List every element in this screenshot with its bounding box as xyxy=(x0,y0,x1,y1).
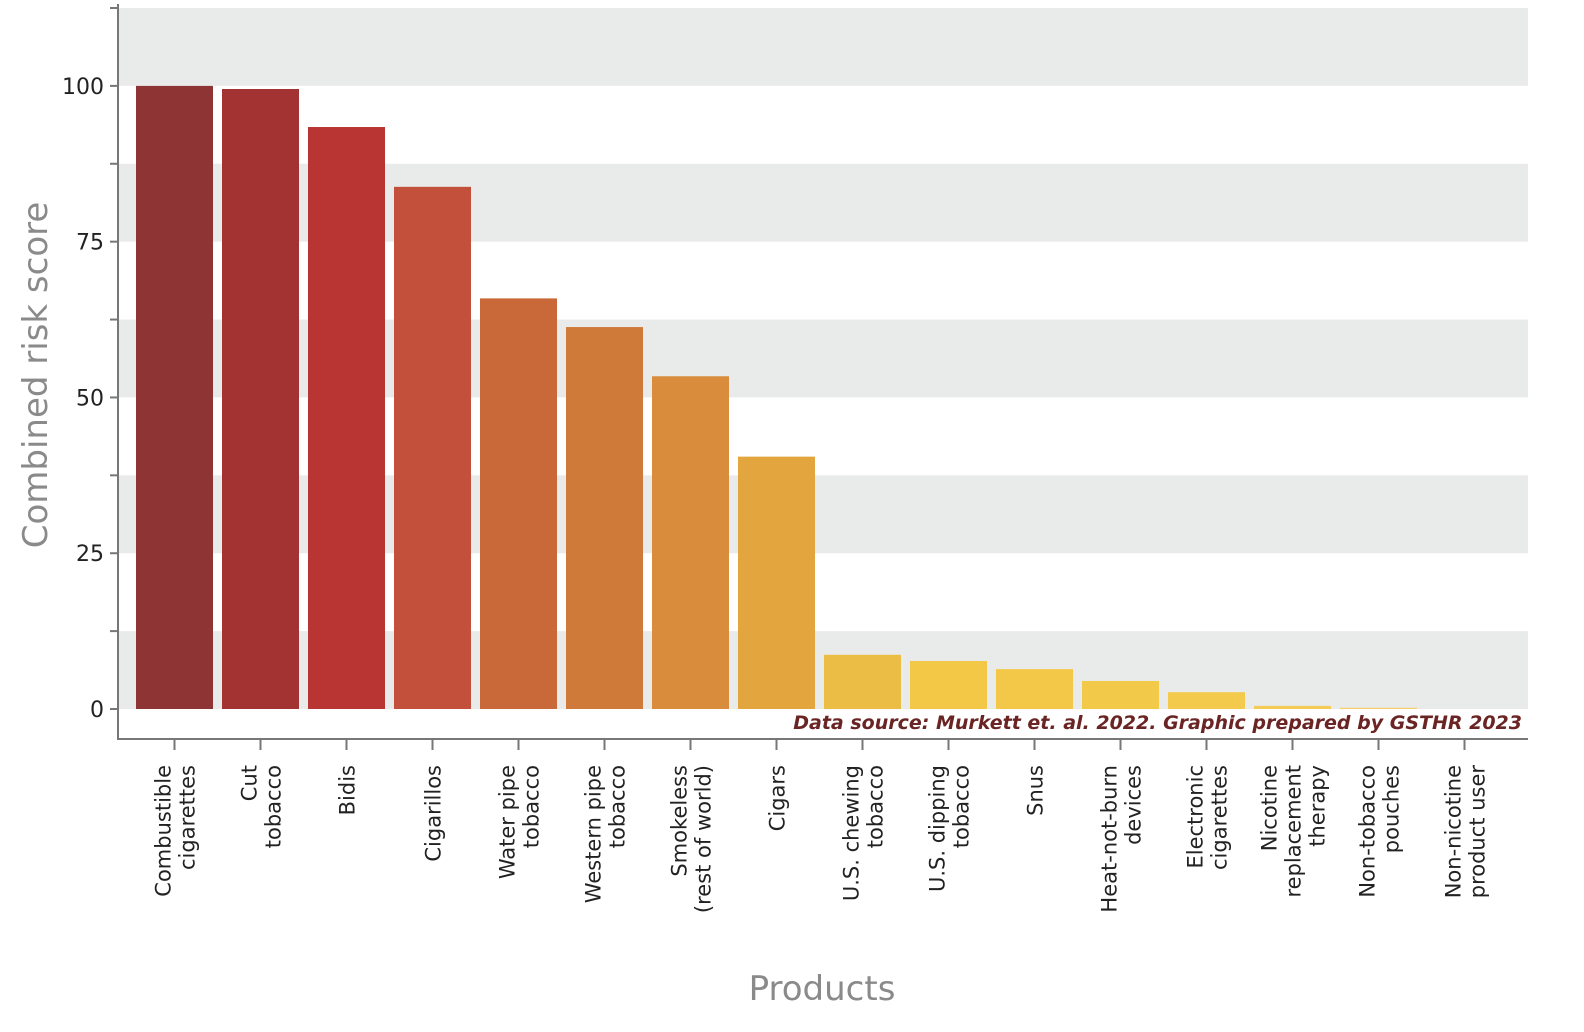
y-tick-label: 100 xyxy=(62,75,104,100)
y-tick-label: 75 xyxy=(76,231,104,256)
y-tick-label: 50 xyxy=(76,386,104,411)
x-tick-label: Cigars xyxy=(766,765,790,831)
grid-bands xyxy=(118,8,1528,709)
x-tick-label-line: Bidis xyxy=(336,765,360,815)
x-tick-label-line: Combustible xyxy=(152,765,176,897)
bar xyxy=(996,669,1073,709)
bar xyxy=(738,456,815,709)
x-tick-label-line: pouches xyxy=(1380,765,1404,853)
x-tick-label: Cigarillos xyxy=(422,765,446,862)
x-tick-label-line: Non-tobacco xyxy=(1356,765,1380,898)
y-tick-label: 25 xyxy=(76,542,104,567)
bar xyxy=(566,327,643,709)
x-tick-label: Heat-not-burndevices xyxy=(1098,765,1146,913)
bar xyxy=(910,661,987,709)
x-tick-label: Smokeless(rest of world) xyxy=(668,765,716,913)
bar xyxy=(1340,707,1417,709)
x-tick-label: Bidis xyxy=(336,765,360,815)
x-tick-label-line: Water pipe xyxy=(496,765,520,879)
x-tick-label-line: Cut xyxy=(238,765,262,801)
x-tick-label: Snus xyxy=(1024,765,1048,816)
x-tick-label-line: product user xyxy=(1466,765,1490,899)
x-tick-label: Nicotinereplacementtherapy xyxy=(1258,765,1330,898)
bar xyxy=(308,127,385,709)
x-tick-label-line: Electronic xyxy=(1184,765,1208,869)
x-tick-label-line: Smokeless xyxy=(668,765,692,877)
x-tick-label-line: tobacco xyxy=(864,765,888,848)
x-tick-label-line: tobacco xyxy=(520,765,544,848)
bar xyxy=(1168,692,1245,709)
bar xyxy=(222,89,299,709)
x-tick-label-line: cigarettes xyxy=(1208,765,1232,870)
x-tick-label-line: cigarettes xyxy=(176,765,200,870)
x-tick-label: U.S. chewingtobacco xyxy=(840,765,888,901)
x-tick-label-line: Nicotine xyxy=(1258,765,1282,851)
x-tick-label-line: U.S. dipping xyxy=(926,765,950,892)
x-tick-label-line: Cigars xyxy=(766,765,790,831)
x-tick-label-line: devices xyxy=(1122,765,1146,845)
x-tick-label: Western pipetobacco xyxy=(582,765,630,903)
x-tick-label: Water pipetobacco xyxy=(496,765,544,879)
x-tick-label: Non-tobaccopouches xyxy=(1356,765,1404,898)
bars xyxy=(136,85,1417,709)
x-tick-label-line: Snus xyxy=(1024,765,1048,816)
x-tick-label: Electroniccigarettes xyxy=(1184,765,1232,870)
x-tick-label: Non-nicotineproduct user xyxy=(1442,765,1490,899)
x-tick-label: Cuttobacco xyxy=(238,765,286,848)
y-tick-label: 0 xyxy=(90,698,104,723)
x-tick-label-line: Heat-not-burn xyxy=(1098,765,1122,913)
x-tick-label-line: U.S. chewing xyxy=(840,765,864,901)
x-tick-label-line: tobacco xyxy=(262,765,286,848)
x-tick-label-line: replacement xyxy=(1282,765,1306,898)
grid-band xyxy=(118,8,1528,86)
bar xyxy=(1082,680,1159,709)
x-tick-label-line: tobacco xyxy=(950,765,974,848)
bar xyxy=(824,654,901,709)
x-tick-label: Combustiblecigarettes xyxy=(152,765,200,897)
y-axis-title: Combined risk score xyxy=(16,202,56,549)
y-ticks: 0 25 50 75 100 xyxy=(62,7,118,723)
x-tick-label-line: (rest of world) xyxy=(692,765,716,913)
x-tick-label-line: Non-nicotine xyxy=(1442,765,1466,898)
x-tick-label-line: therapy xyxy=(1306,765,1330,847)
x-tick-label-line: tobacco xyxy=(606,765,630,848)
x-tick-label-line: Western pipe xyxy=(582,765,606,903)
x-tick-label: U.S. dippingtobacco xyxy=(926,765,974,892)
x-tick-label-line: Cigarillos xyxy=(422,765,446,862)
bar xyxy=(652,376,729,709)
data-source-annotation: Data source: Murkett et. al. 2022. Graph… xyxy=(793,712,1522,734)
x-ticks: Combustiblecigarettes Cuttobacco Bidis Ciga… xyxy=(152,739,1490,913)
bar xyxy=(136,85,213,709)
x-axis-title: Products xyxy=(749,969,896,1009)
bar xyxy=(1254,705,1331,709)
bar xyxy=(394,186,471,709)
bar xyxy=(480,298,557,709)
